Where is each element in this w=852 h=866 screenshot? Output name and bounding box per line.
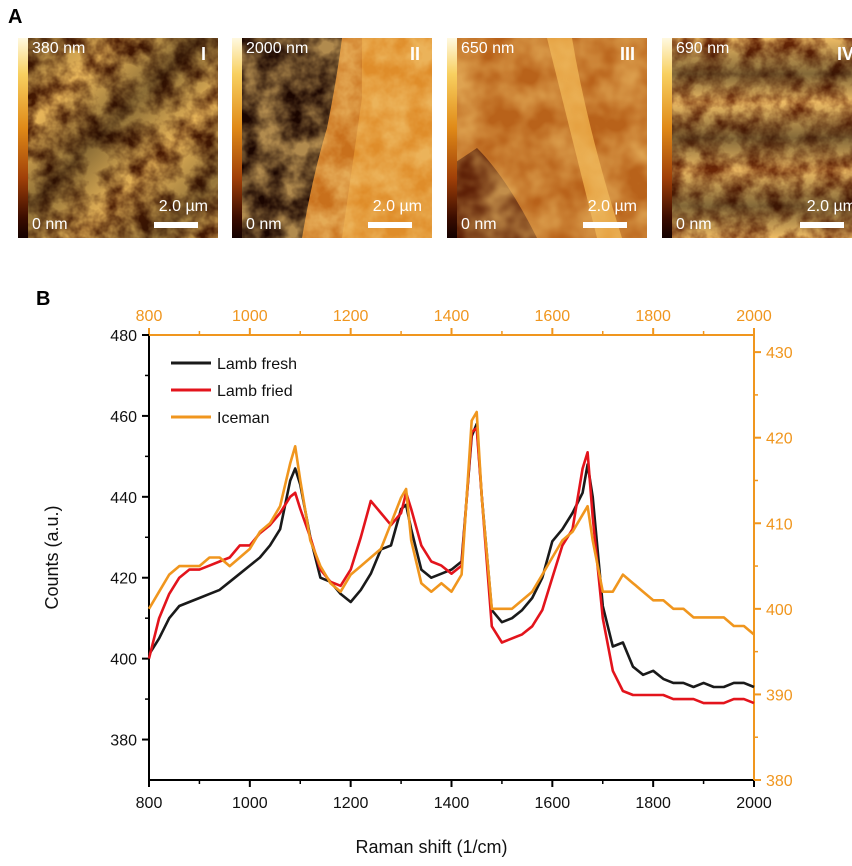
x-top-tick-label: 1400 xyxy=(434,308,470,325)
raman-chart-canvas: 800 800 1000 1000 1200 1200 1400 1400 1600 1600 18… xyxy=(0,280,852,866)
y-right-tick-label: 420 xyxy=(766,431,793,448)
series-line-lamb-fried xyxy=(147,426,755,705)
x-axis-label: Raman shift (1/cm) xyxy=(355,837,507,857)
x-top-tick-label: 1200 xyxy=(333,308,369,325)
height-max-label: 2000 nm xyxy=(246,40,309,57)
height-min-label: 0 nm xyxy=(246,216,282,233)
y-right-tick-label: 380 xyxy=(766,773,793,790)
afm-image-4: 690 nm 0 nm IV 2.0 µm xyxy=(662,38,852,238)
x-top-tick-label: 1000 xyxy=(232,308,268,325)
x-tick-label: 1600 xyxy=(535,795,571,812)
y-right-tick-label: 400 xyxy=(766,602,793,619)
legend-label: Lamb fried xyxy=(217,383,293,400)
height-max-label: 690 nm xyxy=(676,40,730,57)
image-numeral: I xyxy=(200,44,206,64)
series-line-iceman xyxy=(147,410,755,636)
y-tick-label: 400 xyxy=(110,652,137,669)
afm-image-2: 2000 nm 0 nm II 2.0 µm xyxy=(232,38,432,238)
legend-label: Lamb fresh xyxy=(217,356,297,373)
scale-bar xyxy=(800,222,844,228)
y-tick-label: 480 xyxy=(110,328,137,345)
x-tick-label: 1800 xyxy=(635,795,671,812)
scale-bar-label: 2.0 µm xyxy=(806,198,852,215)
series-line-lamb-fresh xyxy=(147,422,755,689)
x-tick-label: 1000 xyxy=(232,795,268,812)
y-right-tick-label: 430 xyxy=(766,345,793,362)
height-colorbar xyxy=(662,38,672,238)
x-tick-label: 1400 xyxy=(434,795,470,812)
x-top-tick-label: 800 xyxy=(136,308,163,325)
chart-svg: 800 800 1000 1000 1200 1200 1400 1400 1600 1600 18… xyxy=(42,308,793,857)
height-min-label: 0 nm xyxy=(461,216,497,233)
height-colorbar xyxy=(447,38,457,238)
scale-bar xyxy=(368,222,412,228)
panel-a-label: A xyxy=(8,6,23,28)
y-tick-label: 440 xyxy=(110,490,137,507)
scale-bar xyxy=(583,222,627,228)
afm-image-1: 380 nm 0 nm I 2.0 µm xyxy=(18,38,218,238)
x-top-tick-label: 1600 xyxy=(535,308,571,325)
raman-chart: 800 800 1000 1000 1200 1200 1400 1400 1600 1600 18… xyxy=(0,280,852,861)
height-min-label: 0 nm xyxy=(676,216,712,233)
image-numeral: II xyxy=(409,44,420,64)
scale-bar xyxy=(154,222,198,228)
y-tick-label: 460 xyxy=(110,409,137,426)
scale-bar-label: 2.0 µm xyxy=(372,198,422,215)
legend-label: Iceman xyxy=(217,410,269,427)
afm-texture xyxy=(18,38,218,238)
height-colorbar xyxy=(232,38,242,238)
y-right-tick-label: 410 xyxy=(766,516,793,533)
scale-bar-label: 2.0 µm xyxy=(587,198,637,215)
afm-texture xyxy=(662,38,852,238)
afm-image-3: 650 nm 0 nm III 2.0 µm xyxy=(447,38,647,238)
scale-bar-label: 2.0 µm xyxy=(158,198,208,215)
y-tick-label: 380 xyxy=(110,733,137,750)
height-max-label: 380 nm xyxy=(32,40,86,57)
x-top-tick-label: 1800 xyxy=(635,308,671,325)
afm-texture xyxy=(447,38,647,238)
x-tick-label: 1200 xyxy=(333,795,369,812)
panel-b-label: B xyxy=(36,288,51,310)
afm-texture xyxy=(232,38,432,238)
y-axis-label: Counts (a.u.) xyxy=(42,505,62,609)
x-tick-label: 800 xyxy=(136,795,163,812)
height-min-label: 0 nm xyxy=(32,216,68,233)
height-colorbar xyxy=(18,38,28,238)
image-numeral: III xyxy=(619,44,635,64)
x-tick-label: 2000 xyxy=(736,795,772,812)
x-top-tick-label: 2000 xyxy=(736,308,772,325)
y-tick-label: 420 xyxy=(110,571,137,588)
height-max-label: 650 nm xyxy=(461,40,515,57)
image-numeral: IV xyxy=(836,44,852,64)
y-right-tick-label: 390 xyxy=(766,687,793,704)
